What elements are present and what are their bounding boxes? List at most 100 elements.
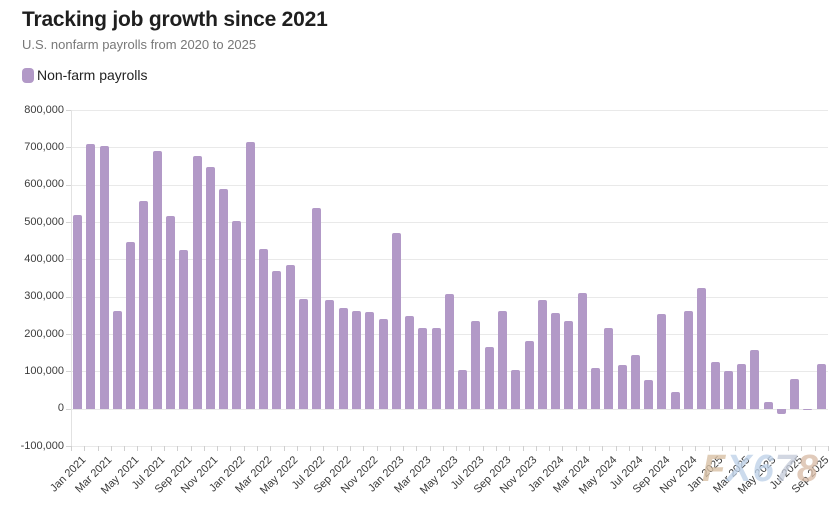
x-axis-tick — [110, 446, 112, 451]
gridline — [71, 147, 828, 149]
bar — [604, 328, 614, 409]
x-axis-tick — [788, 446, 790, 451]
bar — [232, 220, 242, 409]
x-axis-tick — [814, 446, 816, 451]
x-axis-tick — [230, 446, 232, 451]
bar — [298, 299, 308, 409]
bar — [139, 200, 149, 409]
bar — [444, 294, 454, 409]
x-axis-tick — [469, 446, 471, 451]
x-axis-tick — [389, 446, 391, 451]
legend-item-nonfarm-payrolls[interactable]: Non-farm payrolls — [22, 67, 147, 83]
x-axis-tick — [761, 446, 763, 451]
bar — [86, 143, 96, 409]
bar — [431, 327, 441, 409]
x-axis-tick — [429, 446, 431, 451]
bar — [99, 145, 109, 409]
x-axis-tick — [549, 446, 551, 451]
x-axis-tick — [602, 446, 604, 451]
bar — [524, 340, 534, 409]
bar — [205, 167, 215, 409]
x-axis-tick — [655, 446, 657, 451]
y-axis-label: 800,000 — [24, 103, 64, 116]
x-axis-tick — [403, 446, 404, 451]
x-axis-tick — [748, 446, 750, 451]
x-axis-tick — [283, 446, 285, 451]
gridline — [71, 184, 828, 186]
x-axis-tick — [137, 446, 139, 451]
bar — [338, 308, 348, 409]
x-axis-tick — [150, 446, 152, 451]
y-axis-label: 300,000 — [24, 290, 64, 303]
x-axis-tick — [681, 446, 683, 451]
x-axis-tick — [482, 446, 484, 451]
x-axis-tick — [124, 446, 126, 451]
x-axis-tick — [336, 446, 338, 451]
x-axis-tick — [562, 446, 564, 451]
gridline — [71, 446, 828, 447]
y-axis-label: 0 — [57, 402, 64, 415]
y-axis-label: 700,000 — [24, 140, 64, 153]
x-axis-tick — [416, 446, 418, 451]
x-axis-tick — [628, 446, 630, 451]
x-axis-tick — [323, 446, 325, 451]
bar — [365, 311, 375, 409]
y-axis-label: 500,000 — [24, 215, 64, 228]
x-axis-tick — [522, 446, 524, 451]
x-axis-tick — [97, 446, 99, 451]
bar — [697, 288, 707, 409]
bar — [577, 292, 587, 409]
x-axis-tick — [535, 446, 537, 451]
bar — [683, 311, 693, 409]
bar — [166, 215, 175, 409]
bar — [219, 189, 229, 409]
x-axis-tick — [774, 446, 776, 451]
x-axis-tick — [270, 446, 272, 451]
y-axis-tick — [66, 222, 71, 223]
x-axis-tick — [695, 446, 697, 451]
y-axis-tick — [66, 334, 71, 335]
bar — [816, 364, 826, 409]
bar — [126, 241, 136, 409]
x-axis-tick — [828, 446, 829, 451]
bar — [405, 316, 414, 409]
y-axis-label: 400,000 — [24, 252, 64, 265]
bar — [272, 271, 282, 409]
legend-marker-icon — [22, 67, 34, 83]
bar — [391, 232, 401, 409]
bar — [484, 347, 494, 409]
x-axis-tick — [256, 446, 258, 451]
legend-label: Non-farm payrolls — [37, 67, 148, 83]
bar — [471, 320, 481, 409]
y-axis-tick — [66, 446, 71, 447]
y-axis-tick — [66, 296, 71, 298]
bar — [776, 408, 786, 414]
gridline — [71, 222, 828, 223]
bar — [590, 368, 600, 409]
x-axis-tick — [71, 446, 72, 451]
x-axis-tick — [203, 446, 205, 451]
bar — [670, 392, 680, 409]
bar — [630, 354, 640, 409]
x-axis-tick — [84, 446, 86, 451]
chart-subtitle: U.S. nonfarm payrolls from 2020 to 2025 — [22, 37, 257, 52]
bar — [803, 408, 813, 411]
x-axis-tick — [190, 446, 192, 451]
y-axis-tick — [66, 371, 71, 373]
x-axis-tick — [363, 446, 365, 451]
x-axis-tick — [456, 446, 458, 451]
x-axis-tick — [376, 446, 378, 451]
bar — [617, 364, 627, 409]
bar — [152, 151, 162, 409]
bar — [112, 310, 122, 409]
x-axis-tick — [496, 446, 497, 451]
x-axis-tick — [575, 446, 577, 451]
x-axis-tick — [588, 446, 590, 451]
x-axis-tick — [721, 446, 723, 451]
bar — [790, 379, 800, 409]
x-axis-tick — [296, 446, 298, 451]
bar — [737, 363, 746, 409]
x-axis-tick — [615, 446, 617, 451]
